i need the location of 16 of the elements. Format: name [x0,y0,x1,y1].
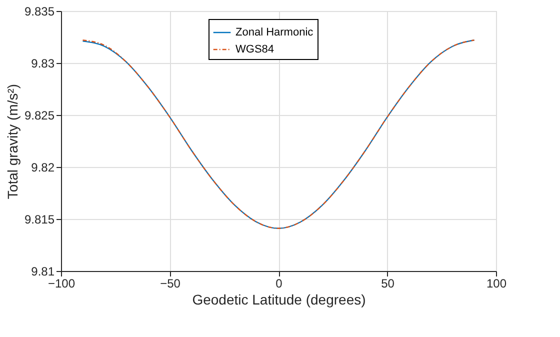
y-tick-label: 9.81 [31,264,55,278]
line-series [82,40,475,229]
x-tick-label: −50 [160,276,181,290]
x-tick-label: 100 [486,276,507,290]
y-tick-label: 9.825 [24,108,55,122]
y-tick-label: 9.82 [31,160,55,174]
y-tick-label: 9.835 [24,4,55,18]
legend-label: WGS84 [236,44,274,56]
x-tick-label: 50 [381,276,395,290]
legend-label: Zonal Harmonic [236,26,314,38]
y-axis-title: Total gravity (m/s²) [4,84,20,200]
y-tick-label: 9.83 [31,56,55,70]
x-axis-title: Geodetic Latitude (degrees) [192,292,366,308]
y-tick-label: 9.815 [24,212,55,226]
x-tick-label: −100 [48,276,76,290]
x-tick-label: 0 [276,276,283,290]
